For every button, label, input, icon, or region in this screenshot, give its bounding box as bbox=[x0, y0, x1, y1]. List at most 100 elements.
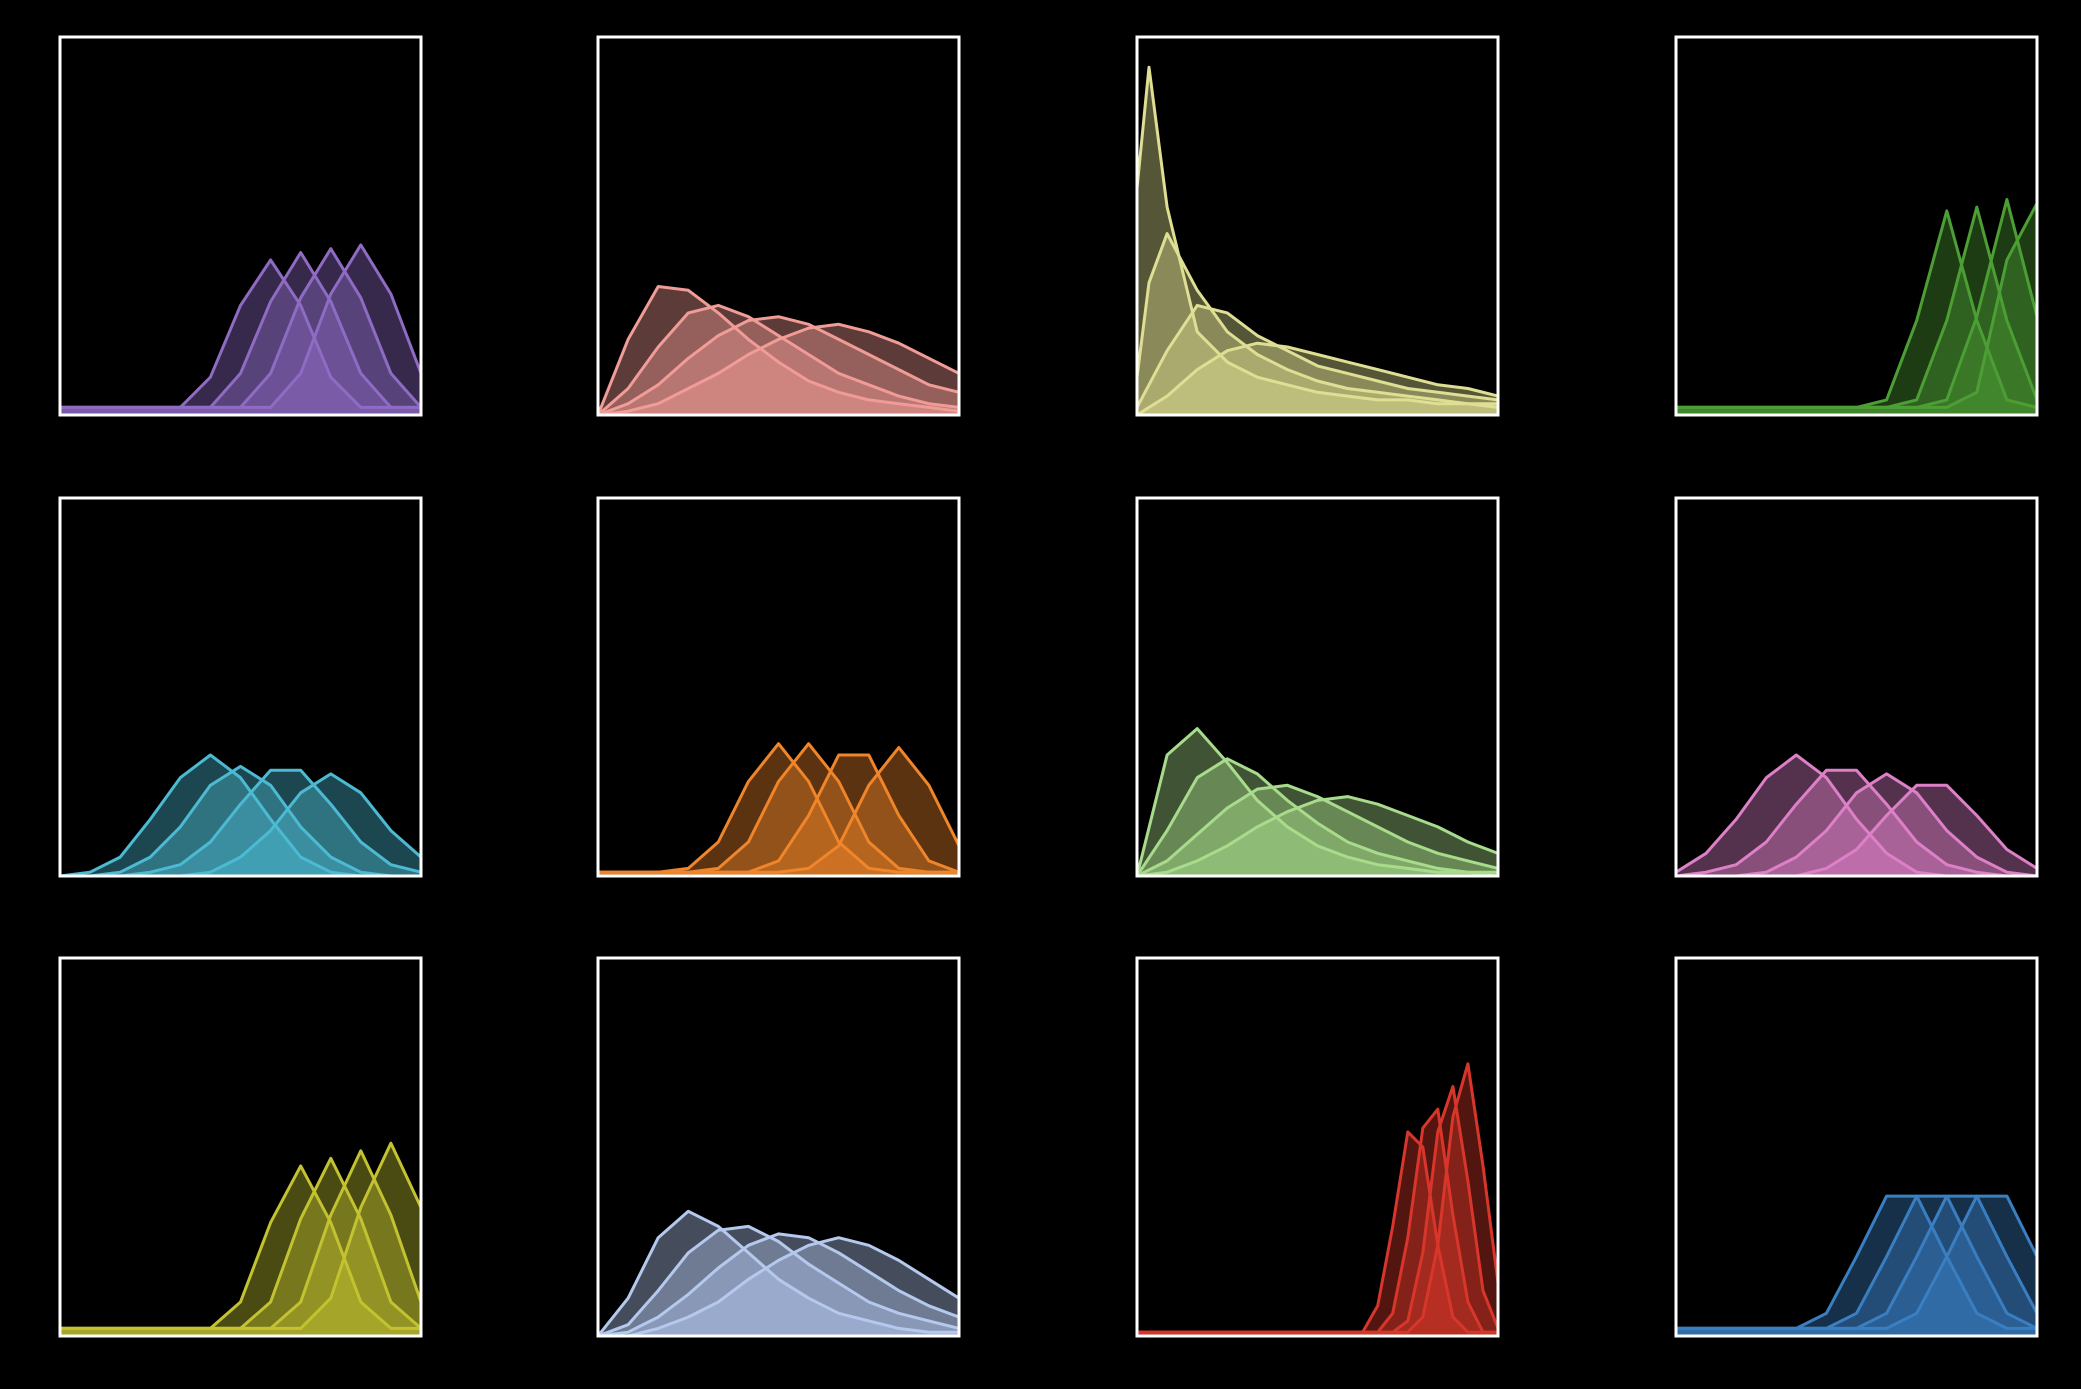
area-line bbox=[1137, 727, 1498, 876]
area-line bbox=[598, 285, 959, 415]
panel-frame bbox=[1135, 35, 1500, 417]
panel bbox=[1135, 35, 1500, 417]
panel-frame bbox=[596, 956, 961, 1338]
area-line bbox=[1676, 202, 2037, 409]
area-fill bbox=[60, 244, 421, 415]
panel bbox=[58, 35, 423, 417]
area-fill bbox=[60, 1150, 421, 1336]
area-fill bbox=[1137, 305, 1498, 415]
area-fill bbox=[1676, 199, 2037, 415]
area-line bbox=[598, 746, 959, 874]
area-line bbox=[60, 772, 421, 876]
area-fill bbox=[60, 1143, 421, 1336]
area-fill bbox=[1137, 728, 1498, 876]
area-fill bbox=[60, 766, 421, 876]
area-line bbox=[1137, 1062, 1498, 1334]
plot-area bbox=[60, 1141, 421, 1336]
plot-area bbox=[598, 285, 959, 415]
panel bbox=[1674, 35, 2039, 417]
area-fill bbox=[1137, 67, 1498, 415]
panel bbox=[58, 956, 423, 1338]
area-line bbox=[598, 303, 959, 415]
area-fill bbox=[1676, 1196, 2037, 1336]
area-fill bbox=[1137, 1109, 1498, 1336]
panel-frame bbox=[596, 496, 961, 878]
area-fill bbox=[1676, 1196, 2037, 1336]
area-line bbox=[598, 315, 959, 415]
area-fill bbox=[1676, 1196, 2037, 1336]
area-line bbox=[1676, 783, 2037, 876]
area-line bbox=[1137, 303, 1498, 409]
area-line bbox=[60, 764, 421, 876]
area-fill bbox=[1137, 1063, 1498, 1336]
panel-frame bbox=[58, 35, 423, 417]
area-line bbox=[598, 322, 959, 415]
area-fill bbox=[598, 324, 959, 415]
panel-frame bbox=[58, 496, 423, 878]
panel-frame bbox=[1674, 35, 2039, 417]
panel bbox=[596, 956, 961, 1338]
area-line bbox=[1137, 795, 1498, 876]
panel bbox=[1135, 956, 1500, 1338]
area-fill bbox=[1676, 773, 2037, 876]
area-line bbox=[1137, 65, 1498, 409]
panel-frame bbox=[1674, 496, 2039, 878]
area-fill bbox=[60, 773, 421, 876]
panel bbox=[596, 35, 961, 417]
panel bbox=[596, 496, 961, 878]
plot-area bbox=[598, 1209, 959, 1336]
area-fill bbox=[1137, 1086, 1498, 1336]
area-line bbox=[598, 1224, 959, 1336]
area-line bbox=[1676, 1194, 2037, 1330]
area-line bbox=[60, 753, 421, 876]
area-fill bbox=[1676, 207, 2037, 415]
area-fill bbox=[1676, 770, 2037, 876]
plot-area bbox=[1137, 65, 1498, 415]
plot-area bbox=[60, 243, 421, 415]
area-line bbox=[598, 1236, 959, 1336]
area-fill bbox=[1676, 203, 2037, 415]
area-line bbox=[598, 1209, 959, 1336]
plot-area bbox=[1137, 727, 1498, 876]
panel bbox=[1135, 496, 1500, 878]
area-fill bbox=[598, 1237, 959, 1336]
area-line bbox=[1137, 757, 1498, 876]
plot-area bbox=[60, 753, 421, 876]
area-line bbox=[60, 243, 421, 409]
area-fill bbox=[60, 260, 421, 415]
area-fill bbox=[60, 1158, 421, 1336]
plot-area bbox=[1676, 1194, 2037, 1336]
plot-area bbox=[1676, 753, 2037, 876]
plot-area bbox=[1137, 1062, 1498, 1336]
area-fill bbox=[1137, 233, 1498, 415]
area-fill bbox=[598, 1233, 959, 1336]
area-fill bbox=[598, 747, 959, 876]
area-line bbox=[1137, 232, 1498, 406]
area-fill bbox=[1676, 785, 2037, 876]
area-fill bbox=[1676, 210, 2037, 415]
area-fill bbox=[1137, 343, 1498, 415]
area-fill bbox=[60, 770, 421, 876]
plot-area bbox=[1676, 198, 2037, 415]
area-fill bbox=[598, 286, 959, 415]
panel bbox=[1674, 496, 2039, 878]
area-fill bbox=[60, 1165, 421, 1336]
panel bbox=[1674, 956, 2039, 1338]
panel-frame bbox=[1135, 956, 1500, 1338]
area-line bbox=[1137, 783, 1498, 876]
area-fill bbox=[60, 755, 421, 876]
area-line bbox=[1676, 753, 2037, 876]
area-fill bbox=[1137, 785, 1498, 876]
area-fill bbox=[598, 1211, 959, 1336]
plot-area bbox=[598, 742, 959, 876]
area-fill bbox=[60, 248, 421, 415]
area-fill bbox=[1137, 1131, 1498, 1336]
panel bbox=[58, 496, 423, 878]
area-line bbox=[598, 1232, 959, 1336]
area-fill bbox=[1676, 1196, 2037, 1336]
area-line bbox=[1676, 768, 2037, 876]
panel-frame bbox=[596, 35, 961, 417]
panel-frame bbox=[58, 956, 423, 1338]
